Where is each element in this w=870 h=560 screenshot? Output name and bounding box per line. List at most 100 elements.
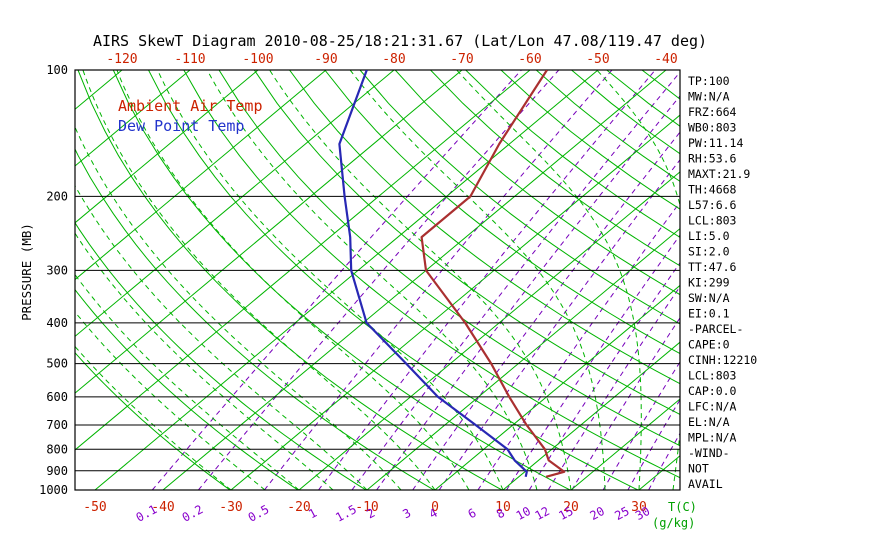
mixing-ratio-tick-label: 10 [514,504,533,523]
mixing-ratio-line [477,201,680,490]
bottom-temp-tick-label: -20 [287,500,310,515]
mixing-ratio-line [351,71,680,490]
stat-item: L57:6.6 [688,198,737,212]
moist-adiabat-line [157,70,504,490]
pressure-tick-label: 700 [46,418,68,432]
background-lines [75,70,680,490]
stat-item: EI:0.1 [688,307,730,321]
moist-adiabat-line [82,70,436,490]
moist-adiabat-line [75,273,300,490]
bottom-temp-tick-label: 20 [563,500,579,515]
dry-adiabat-line [253,70,680,416]
mixing-ratio-line [376,95,680,490]
top-temp-tick-label: -100 [242,52,273,67]
bottom-temp-tick-label: 0 [431,500,439,515]
mixing-unit-label: (g/kg) [652,516,695,530]
pressure-tick-label: 500 [46,357,68,371]
stat-item: -WIND- [688,446,730,460]
stat-item: MPL:N/A [688,431,737,445]
isotherm-line [75,70,395,338]
dry-adiabat-line [394,70,680,296]
stat-item: CAP:0.0 [688,384,737,398]
stat-item: AVAIL [688,477,723,491]
isotherm-line [570,398,680,490]
dry-adiabat-line [75,288,299,490]
dry-adiabat-line [75,352,231,490]
legend-dewpoint-label: Dew Point Temp [118,117,244,135]
isotherm-line [75,70,259,224]
isotherm-line [434,284,680,490]
top-temp-tick-label: -50 [586,52,609,67]
stat-item: NOT [688,462,709,476]
bottom-temp-tick-label: -40 [151,500,174,515]
stat-item: -PARCEL- [688,322,743,336]
mixing-ratio-line [602,361,680,490]
moist-adiabat-line [75,125,402,490]
stat-item: TT:47.6 [688,260,737,274]
stat-item: LFC:N/A [688,400,737,414]
mixing-ratio-line [412,131,680,490]
bottom-temp-tick-label: -10 [355,500,378,515]
dewpoint-profile-line [338,70,528,478]
mixing-ratio-tick-label: 30 [633,504,652,523]
dry-adiabat-line [359,70,680,325]
pressure-tick-label: 300 [46,263,68,277]
pressure-axis-label: PRESSURE (MB) [19,223,34,321]
dry-adiabat-line [75,221,367,490]
stat-item: MAXT:21.9 [688,167,750,181]
stat-item: EL:N/A [688,415,730,429]
stat-item: CAPE:0 [688,338,730,352]
plot-border [74,69,681,491]
plot-frame [74,69,681,491]
legend-temp-label: Ambient Air Temp [118,97,263,115]
mixing-ratio-line [506,234,680,490]
pressure-tick-label: 900 [46,464,68,478]
mixing-ratio-line [264,70,613,490]
moist-adiabat-line [75,345,232,490]
top-temp-tick-label: -40 [654,52,677,67]
top-temp-tick-label: -60 [518,52,541,67]
dry-adiabat-line [183,70,680,479]
dry-adiabat-line [77,70,503,490]
stat-item: FRZ:664 [688,105,737,119]
chart-title: AIRS SkewT Diagram 2010-08-25/18:21:31.6… [93,32,707,50]
mixing-ratio-line [528,261,680,490]
pressure-tick-label: 100 [46,63,68,77]
stat-item: CINH:12210 [688,353,757,367]
temp-unit-label: T(C) [668,500,697,514]
bottom-temp-tick-label: 30 [631,500,647,515]
stat-item: SI:2.0 [688,245,730,259]
stat-item: RH:53.6 [688,152,737,166]
isotherm-line [75,70,327,281]
mixing-ratio-tick-label: 20 [588,504,607,523]
top-temp-tick-label: -70 [450,52,473,67]
moist-adiabat-line [456,70,642,490]
dry-adiabat-line [148,70,639,490]
moist-adiabat-line [349,70,606,490]
stat-item: TH:4668 [688,183,737,197]
stat-item: TP:100 [688,74,730,88]
mixing-ratio-line [198,70,560,490]
isotherm-line [502,341,680,490]
isotherm-line [230,114,680,490]
stat-item: SW:N/A [688,291,730,305]
isotherm-line [366,227,680,490]
stat-item: LI:5.0 [688,229,730,243]
pressure-tick-label: 800 [46,442,68,456]
bottom-temp-tick-label: 10 [495,500,511,515]
pressure-tick-label: 600 [46,390,68,404]
moist-adiabat-line [596,70,680,490]
top-temp-tick-label: -120 [106,52,137,67]
moist-adiabat-line [206,70,538,490]
sounding-profiles [338,70,566,478]
top-temp-tick-label: -110 [174,52,205,67]
moist-adiabat-line [116,70,470,490]
dry-adiabat-line [218,70,680,447]
dry-adiabat-line [289,70,680,385]
stat-item: LCL:803 [688,369,737,383]
stat-item: WB0:803 [688,121,737,135]
